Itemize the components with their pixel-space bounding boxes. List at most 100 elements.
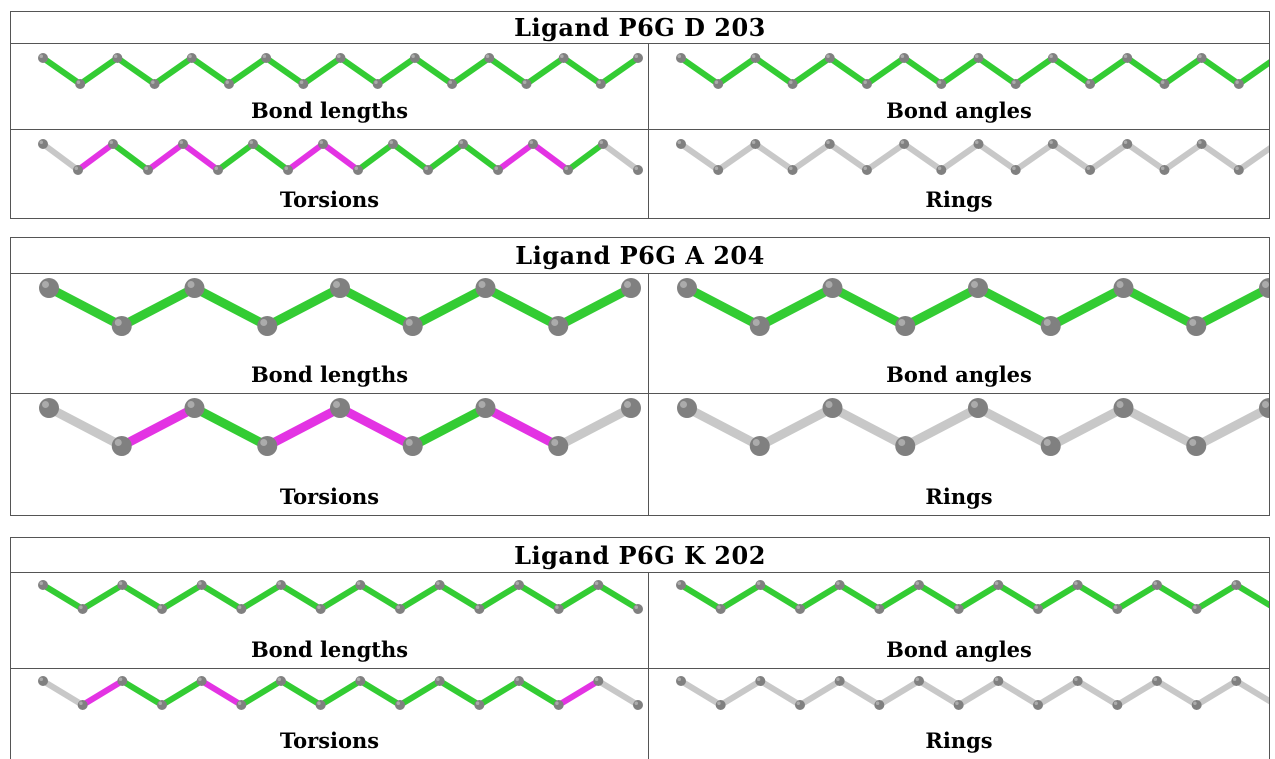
bond [678, 582, 724, 612]
atom-highlight [624, 281, 631, 288]
bond [1191, 283, 1269, 331]
atom-highlight [555, 701, 559, 705]
bond [1087, 141, 1131, 173]
atom [973, 139, 984, 149]
atom [184, 278, 205, 298]
atom [822, 398, 843, 418]
atom [563, 165, 573, 175]
panel-label: Rings [925, 484, 993, 509]
atom [548, 436, 569, 456]
atom-highlight [875, 605, 880, 609]
atom [593, 676, 604, 686]
atom-highlight [277, 677, 281, 681]
rings-molecule [677, 398, 1269, 456]
atom [112, 53, 123, 63]
atom [330, 398, 350, 418]
atom [834, 676, 845, 686]
bond [481, 403, 563, 451]
bond [486, 55, 530, 87]
atom-highlight [74, 166, 78, 170]
bond-lengths-panel: Bond lengths [11, 44, 649, 130]
bond [278, 582, 324, 612]
atom [1233, 79, 1244, 89]
atom [548, 316, 569, 336]
atom [261, 53, 272, 63]
atom-highlight [151, 80, 155, 84]
torsions-molecule [38, 139, 643, 175]
bond [1161, 55, 1205, 87]
atom [795, 604, 805, 614]
bond [1046, 403, 1128, 451]
bond [159, 678, 205, 708]
atom-highlight [955, 605, 959, 609]
bond [1124, 141, 1168, 173]
bond [1049, 141, 1094, 173]
bond [110, 141, 151, 173]
rings-molecule [676, 139, 1269, 175]
bond [198, 678, 245, 708]
bond [717, 582, 764, 612]
bond [678, 678, 724, 708]
atom-highlight [475, 701, 480, 705]
atom [749, 316, 770, 336]
atom [474, 604, 485, 614]
atom-highlight [1113, 605, 1118, 609]
atom [824, 53, 835, 63]
bond [1012, 55, 1056, 87]
atom [713, 79, 724, 89]
atom [558, 53, 569, 63]
atom [895, 316, 916, 336]
bond [1119, 403, 1201, 451]
atom [521, 79, 532, 89]
atom [1040, 436, 1061, 456]
bond [863, 141, 908, 173]
atom-highlight [260, 319, 268, 326]
bond [317, 582, 364, 612]
atom [755, 676, 766, 686]
atom-highlight [515, 581, 519, 585]
bond [715, 141, 759, 173]
bond [975, 141, 1019, 173]
atom-highlight [179, 140, 183, 144]
atom [1047, 53, 1058, 63]
atom [861, 165, 872, 175]
bond [75, 141, 116, 173]
atom [149, 79, 160, 89]
atom-highlight [1049, 54, 1053, 58]
atom-highlight [1123, 140, 1128, 144]
bond [876, 582, 922, 612]
atom [248, 139, 258, 149]
atom-highlight [198, 677, 202, 681]
atom-highlight [677, 140, 681, 144]
atom-highlight [262, 54, 267, 58]
atom [484, 53, 495, 63]
atom-highlight [237, 701, 242, 705]
bond [425, 141, 466, 173]
atom-highlight [836, 581, 840, 585]
atom [184, 398, 205, 418]
rings-panel: Rings [649, 394, 1269, 515]
atom-highlight [1034, 605, 1038, 609]
atom-highlight [317, 605, 321, 609]
atom [276, 580, 286, 590]
torsions-panel: Torsions [11, 130, 649, 218]
atom-highlight [599, 140, 603, 144]
atom-highlight [299, 80, 304, 84]
atom-highlight [187, 401, 195, 408]
atom-highlight [188, 54, 192, 58]
atom-highlight [1049, 140, 1053, 144]
atom-highlight [714, 80, 719, 84]
atom-highlight [937, 166, 942, 170]
bond [682, 283, 765, 331]
panel-label: Bond lengths [250, 98, 409, 123]
bond-angles-panel: Bond angles [649, 274, 1269, 394]
bond [79, 678, 126, 708]
atom [315, 700, 326, 710]
bond [1233, 582, 1269, 609]
atom-highlight [79, 605, 83, 609]
atom [787, 165, 798, 175]
atom-highlight [337, 54, 341, 58]
atom-highlight [677, 581, 681, 585]
bond [449, 55, 493, 87]
atom-highlight [1262, 281, 1269, 288]
